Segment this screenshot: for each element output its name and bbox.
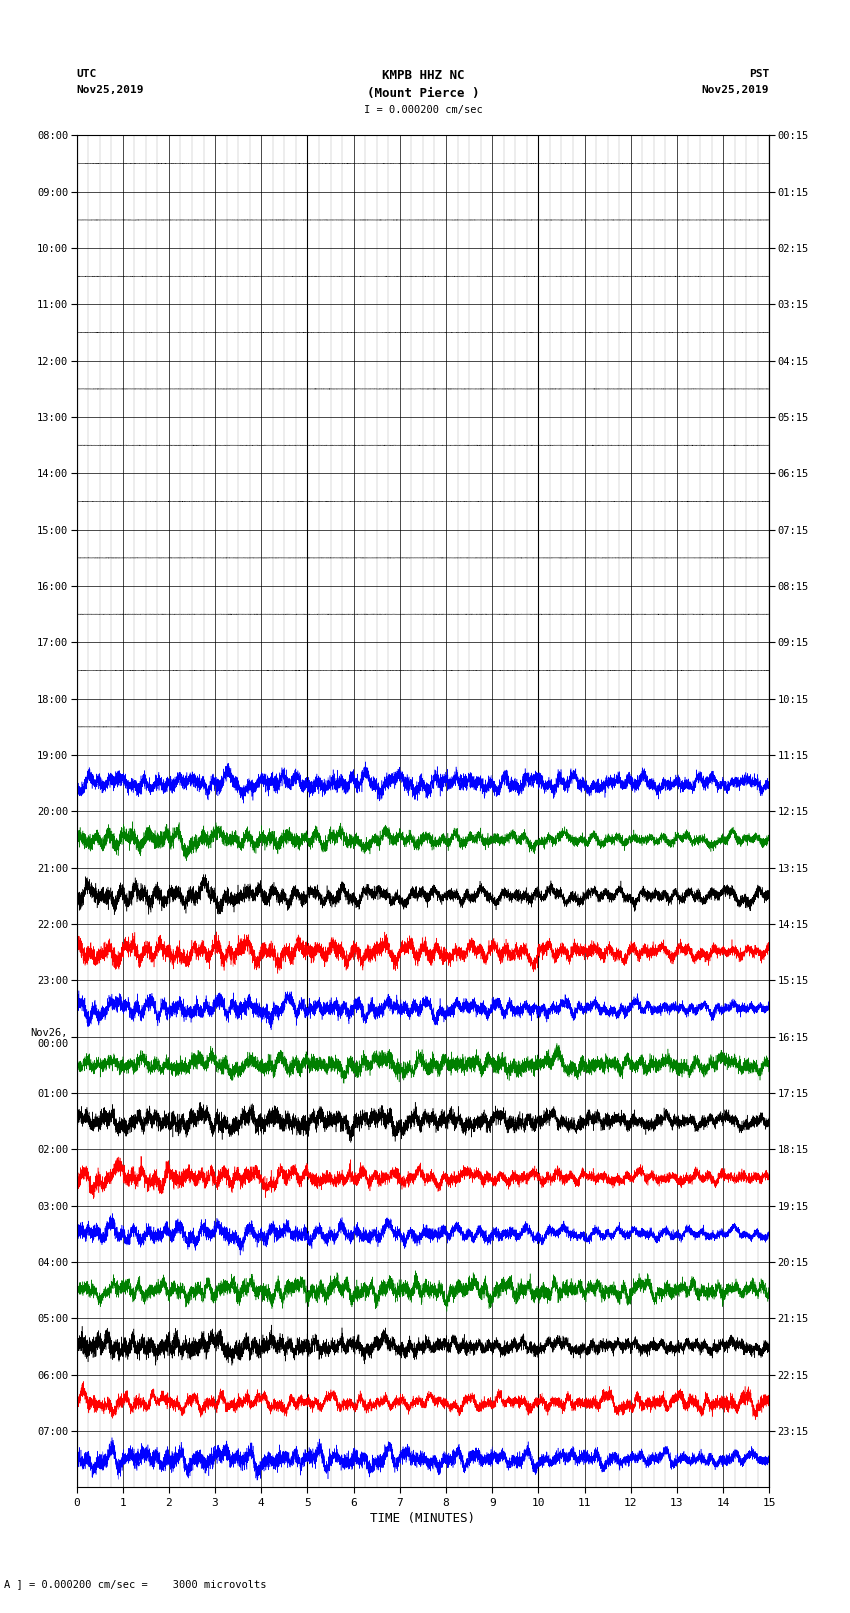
Text: UTC: UTC bbox=[76, 69, 97, 79]
Text: Nov25,2019: Nov25,2019 bbox=[76, 85, 144, 95]
Text: A ] = 0.000200 cm/sec =    3000 microvolts: A ] = 0.000200 cm/sec = 3000 microvolts bbox=[4, 1579, 267, 1589]
Text: Nov25,2019: Nov25,2019 bbox=[702, 85, 769, 95]
X-axis label: TIME (MINUTES): TIME (MINUTES) bbox=[371, 1511, 475, 1524]
Text: (Mount Pierce ): (Mount Pierce ) bbox=[366, 87, 479, 100]
Text: I = 0.000200 cm/sec: I = 0.000200 cm/sec bbox=[364, 105, 482, 115]
Text: PST: PST bbox=[749, 69, 769, 79]
Text: KMPB HHZ NC: KMPB HHZ NC bbox=[382, 69, 464, 82]
